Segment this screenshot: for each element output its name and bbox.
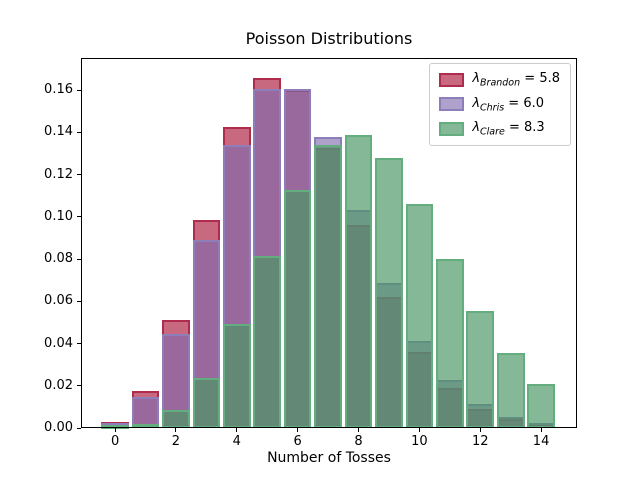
y-tick-label: 0.00 <box>44 420 73 435</box>
y-tick-mark <box>77 343 81 345</box>
legend-swatch-chris <box>439 97 465 112</box>
bar-clare-4 <box>222 324 251 428</box>
y-tick-label: 0.14 <box>44 124 73 140</box>
x-tick-mark <box>418 428 420 432</box>
bar-clare-10 <box>405 203 434 428</box>
legend-entry-clare: λClare = 8.3 <box>439 120 560 138</box>
y-tick-label: 0.04 <box>44 335 73 351</box>
y-tick-mark <box>77 216 81 218</box>
y-tick-mark <box>77 131 81 133</box>
bar-clare-5 <box>253 255 282 428</box>
y-tick-label: 0.08 <box>44 251 73 267</box>
y-tick-mark <box>77 300 81 302</box>
x-tick-mark <box>358 428 360 432</box>
y-tick-label: 0.10 <box>44 208 73 224</box>
legend-swatch-clare <box>439 121 465 136</box>
legend-label-chris: λChris = 6.0 <box>472 95 545 114</box>
x-tick-mark <box>175 428 177 432</box>
x-tick-mark <box>114 428 116 432</box>
bar-clare-14 <box>527 383 555 428</box>
x-tick-label: 8 <box>354 434 363 449</box>
y-tick-mark <box>77 89 81 91</box>
bar-clare-8 <box>344 134 373 428</box>
y-tick-label: 0.16 <box>44 82 73 98</box>
y-tick-mark <box>77 258 81 260</box>
x-tick-label: 4 <box>232 434 241 449</box>
bar-clare-11 <box>435 258 464 428</box>
x-tick-label: 0 <box>110 434 120 449</box>
chart-title: Poisson Distributions <box>245 29 413 48</box>
x-tick-mark <box>297 428 299 432</box>
x-tick-label: 10 <box>411 434 428 449</box>
bar-clare-3 <box>192 377 221 428</box>
x-tick-mark <box>236 428 238 432</box>
plot-area <box>81 58 577 429</box>
bar-clare-13 <box>496 353 525 428</box>
y-tick-label: 0.02 <box>44 377 73 393</box>
bar-clare-1 <box>131 423 160 428</box>
y-tick-mark <box>77 174 81 176</box>
x-tick-mark <box>540 428 542 432</box>
bar-clare-12 <box>466 310 495 428</box>
x-tick-label: 6 <box>293 434 302 449</box>
bar-clare-9 <box>375 157 403 428</box>
bar-clare-7 <box>314 145 342 428</box>
x-tick-label: 2 <box>171 434 181 449</box>
y-tick-mark <box>77 385 81 387</box>
legend-label-clare: λClare = 8.3 <box>472 120 545 138</box>
y-tick-label: 0.12 <box>44 166 73 182</box>
bar-clare-6 <box>283 189 312 428</box>
x-tick-label: 12 <box>471 434 489 449</box>
legend-label-brandon: λBrandon = 5.8 <box>472 71 560 89</box>
x-tick-label: 14 <box>532 434 550 449</box>
y-tick-label: 0.06 <box>44 293 73 309</box>
x-tick-mark <box>479 428 481 432</box>
y-tick-mark <box>77 427 81 429</box>
legend-entry-chris: λChris = 6.0 <box>439 95 560 114</box>
bar-clare-2 <box>162 409 190 428</box>
x-axis-label: Number of Tosses <box>267 450 391 466</box>
axes-spines <box>81 58 577 428</box>
legend: λBrandon = 5.8 λChris = 6.0 λClare = 8.3 <box>429 63 571 146</box>
legend-swatch-brandon <box>439 72 465 87</box>
legend-entry-brandon: λBrandon = 5.8 <box>439 71 560 89</box>
